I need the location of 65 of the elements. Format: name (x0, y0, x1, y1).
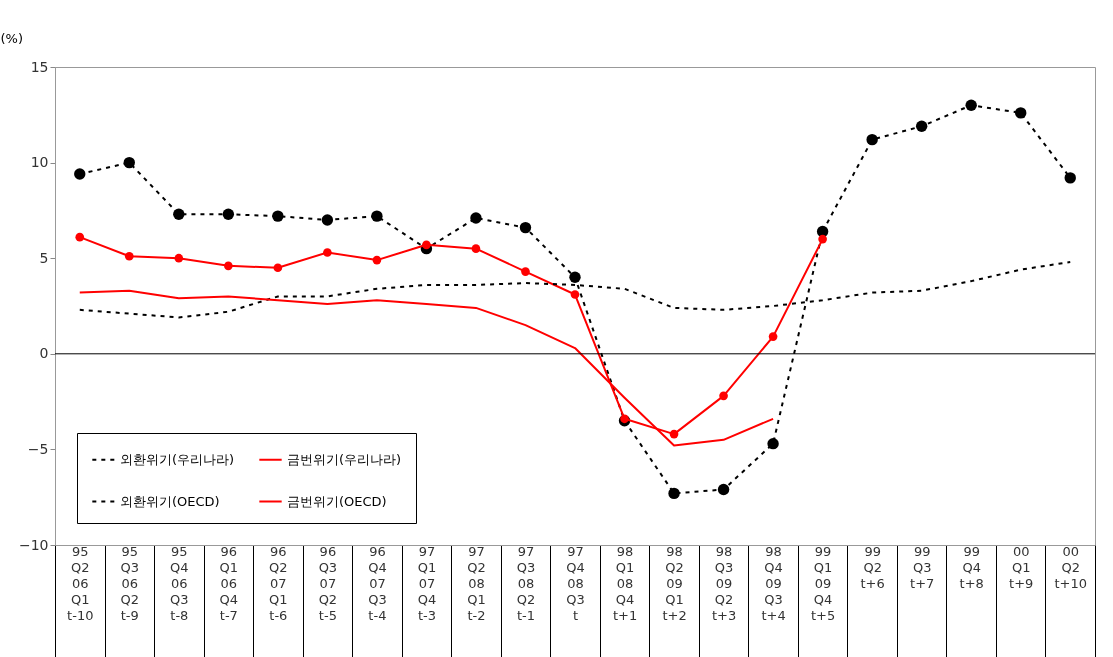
x-tick-label: 97 Q2 08 Q1 t-2 (467, 543, 486, 623)
point (222, 208, 235, 220)
legend-label: 외환위기(OECD) (120, 493, 220, 509)
x-tick-label: 96 Q1 06 Q4 t-7 (219, 543, 239, 623)
point (74, 168, 86, 180)
y-tick-label: −5 (27, 440, 49, 457)
point (124, 251, 134, 261)
x-tick-label: 98 Q3 09 Q2 t+3 (711, 543, 737, 623)
point (521, 267, 530, 276)
point (173, 208, 185, 220)
point (569, 271, 581, 284)
point (321, 214, 334, 226)
x-tick-label: 00 Q2 t+10 (1054, 543, 1088, 591)
x-tick-label: 98 Q2 09 Q1 t+2 (662, 543, 687, 623)
point (123, 156, 135, 169)
x-tick-label: 98 Q1 08 Q4 t+1 (612, 543, 638, 623)
point (273, 263, 283, 273)
point (272, 210, 284, 222)
x-tick-label: 95 Q2 06 Q1 t-10 (67, 543, 94, 623)
x-tick-label: 96 Q3 07 Q2 t-5 (318, 543, 338, 623)
x-tick-label: 97 Q3 08 Q2 t-1 (516, 543, 536, 623)
x-tick-label: 95 Q4 06 Q3 t-8 (170, 543, 189, 623)
point (224, 261, 233, 271)
point (818, 234, 827, 244)
point (717, 483, 730, 496)
x-tick-label: 97 Q4 08 Q3 t (566, 543, 585, 623)
point (323, 248, 332, 257)
point (470, 212, 482, 224)
point (965, 99, 977, 111)
point (471, 244, 481, 253)
point (75, 232, 85, 242)
x-tick-label: 99 Q4 t+8 (959, 543, 984, 591)
point (174, 253, 184, 263)
point (669, 429, 679, 439)
y-axis-title: (%) (0, 30, 23, 46)
y-tick-label: 5 (39, 249, 49, 266)
x-tick-label: 99 Q3 t+7 (910, 543, 935, 591)
point (371, 210, 383, 222)
legend-label: 외환위기(우리나라) (120, 451, 235, 467)
point (767, 437, 779, 450)
point (1064, 172, 1076, 184)
y-tick-label: 10 (30, 154, 49, 171)
point (372, 255, 382, 265)
point (422, 240, 431, 250)
point (570, 290, 580, 299)
x-tick-label: 96 Q2 07 Q1 t-6 (269, 543, 288, 623)
point (915, 120, 928, 132)
x-tick-label: 99 Q1 09 Q4 t+5 (810, 543, 836, 623)
legend-label: 금번위기(OECD) (287, 493, 387, 509)
point (719, 391, 728, 401)
point (866, 133, 878, 146)
y-tick-label: 15 (30, 58, 49, 75)
point (668, 487, 680, 500)
x-tick-label: 00 Q1 t+9 (1009, 543, 1034, 591)
point (1015, 107, 1027, 119)
x-tick-label: 95 Q3 06 Q2 t-9 (120, 543, 140, 623)
x-tick-label: 97 Q1 07 Q4 t-3 (417, 543, 437, 623)
y-tick-label: −10 (18, 536, 49, 553)
point (519, 221, 532, 234)
x-tick-label: 98 Q4 09 Q3 t+4 (761, 543, 786, 623)
x-tick-label: 96 Q4 07 Q3 t-4 (368, 543, 387, 623)
x-tick-label: 99 Q2 t+6 (860, 543, 885, 591)
legend-label: 금번위기(우리나라) (287, 451, 402, 467)
point (768, 332, 778, 341)
y-tick-label: 0 (39, 345, 49, 362)
